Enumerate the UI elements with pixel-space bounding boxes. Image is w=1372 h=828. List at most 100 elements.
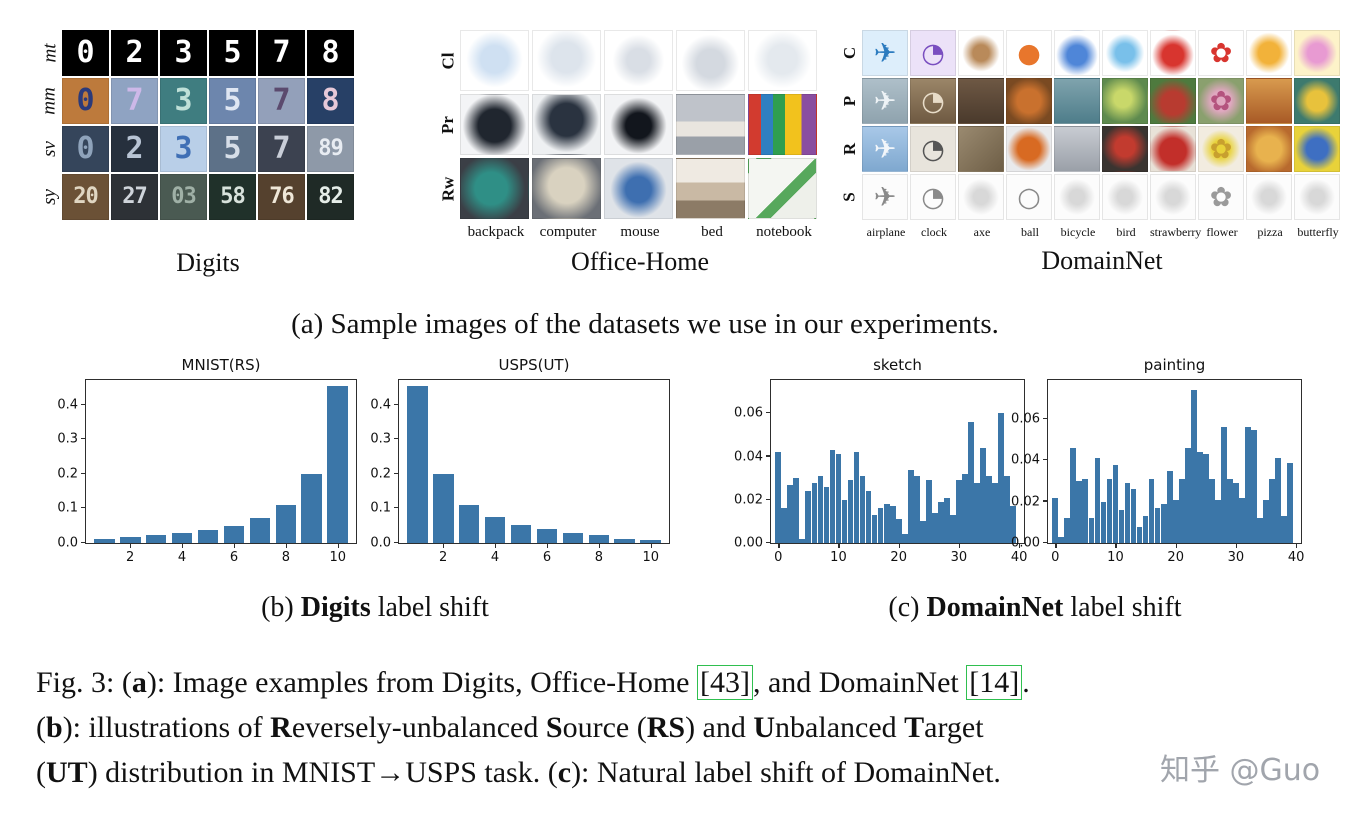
citation: [14] [966, 665, 1023, 700]
y-tick-label: 0.4 [370, 397, 391, 413]
tile-row: ✈ ◔ ● ✿ [862, 30, 1340, 76]
bar [998, 413, 1004, 543]
bar [799, 538, 806, 543]
x-tick-label: 30 [1227, 550, 1245, 565]
digit-glyph: 7 [272, 83, 291, 118]
bar [1100, 501, 1107, 543]
bar [859, 476, 866, 543]
bar [1227, 479, 1233, 543]
bar [925, 480, 932, 543]
chart-sketch: sketch 0.00 0.02 0.04 0.06 0 10 20 30 40 [734, 356, 1027, 565]
digit-image: 58 [209, 174, 256, 220]
bar [805, 491, 812, 543]
y-tick-mark [766, 412, 771, 414]
row-label-S: S [838, 174, 862, 220]
caption-text: label shift [1063, 592, 1182, 623]
y-tick-label: 0.2 [57, 466, 78, 482]
bar [829, 450, 836, 543]
ball-image [1006, 126, 1052, 172]
x-tick-label: 2 [125, 550, 135, 565]
digit-image: 89 [307, 126, 354, 172]
bar [944, 497, 950, 543]
x-tick-label: 4 [490, 550, 500, 565]
clock-icon: ◔ [921, 133, 945, 165]
bar [197, 529, 219, 543]
computer-image [532, 94, 601, 155]
butterfly-image [1294, 78, 1340, 124]
y-tick-mark [81, 472, 86, 474]
digits-grid: mt 0 2 3 5 7 8 mm 0 7 3 5 7 8 sv 0 2 3 5 7 89 sy 20 27 03 58 76 82 [38, 30, 354, 220]
bird-image [1102, 126, 1148, 172]
bar [962, 473, 968, 543]
x-tick-label: 40 [1010, 550, 1028, 565]
digit-glyph: 7 [272, 131, 291, 166]
y-tick-mark [394, 507, 399, 509]
bar [1178, 479, 1185, 543]
caption-text: ) distribution in MNIST→USPS task. ( [87, 756, 558, 789]
butterfly-image [1294, 174, 1340, 220]
x-tick-mark [130, 543, 132, 548]
bird-image [1102, 174, 1148, 220]
clock-image: ◔ [910, 126, 956, 172]
row-label-text: mt [39, 43, 60, 63]
column-label-airplane: airplane [866, 225, 906, 239]
x-tick-mark [233, 543, 236, 548]
bar [1124, 483, 1131, 543]
bar [171, 532, 193, 543]
caption-text: ource ( [562, 711, 647, 744]
mouse-image [604, 158, 673, 219]
digit-image: 3 [160, 30, 207, 76]
caption-text: Fig. 3: ( [36, 666, 132, 699]
bar [1118, 510, 1125, 543]
caption-b: (b) Digits label shift [95, 592, 655, 624]
bar [895, 519, 902, 543]
caption-line: Fig. 3: (a): Image examples from Digits,… [36, 660, 1341, 705]
bar [301, 473, 323, 543]
caption-text: UT [46, 756, 88, 789]
bar [811, 482, 818, 543]
bar [992, 482, 998, 543]
digit-image: 2 [111, 126, 158, 172]
bar [1221, 427, 1227, 543]
bar [1166, 470, 1173, 543]
digit-image: 7 [111, 78, 158, 124]
x-tick-mark [546, 543, 549, 548]
caption-text: eversely-unbalanced [291, 711, 546, 744]
bar [588, 535, 610, 543]
row-label-text: sv [38, 141, 60, 157]
x-tick-mark [1055, 543, 1057, 548]
x-tick-label: 8 [281, 550, 291, 565]
chart-title-sketch: sketch [873, 356, 922, 374]
y-tick-mark [1043, 500, 1048, 502]
row-label-sv: sv [38, 126, 62, 172]
column-label-notebook: notebook [756, 224, 812, 240]
bar [1208, 479, 1215, 543]
chart-plot-usps-ut: 0.0 0.1 0.2 0.3 0.4 2 4 6 8 10 [370, 379, 670, 565]
bicycle-image [1054, 174, 1100, 220]
office-home-grid: Cl Pr Rw [436, 30, 820, 219]
chart-mnist-rs: MNIST(RS) 0.0 0.1 0.2 0.3 0.4 2 4 6 8 10 [57, 356, 357, 565]
digit-glyph: 2 [125, 131, 144, 166]
y-tick-label: 0.04 [1011, 452, 1040, 468]
bar [1281, 516, 1287, 543]
bar [510, 525, 532, 543]
row-label-text: R [840, 142, 859, 156]
caption-text: T [904, 711, 925, 744]
x-tick-mark [1115, 543, 1117, 548]
digit-image: 76 [258, 174, 305, 220]
bar [1196, 452, 1203, 543]
notebook-image [748, 158, 817, 219]
y-tick-label: 0.3 [370, 431, 391, 447]
x-tick-label: 6 [229, 550, 239, 565]
y-tick-mark [81, 403, 86, 405]
bar [823, 486, 830, 543]
row-label-text: Pr [438, 115, 457, 134]
bar [145, 535, 167, 543]
pizza-image [1246, 126, 1292, 172]
bar [986, 476, 992, 543]
bar [1245, 427, 1251, 543]
bar [432, 473, 454, 543]
bar [484, 517, 506, 543]
